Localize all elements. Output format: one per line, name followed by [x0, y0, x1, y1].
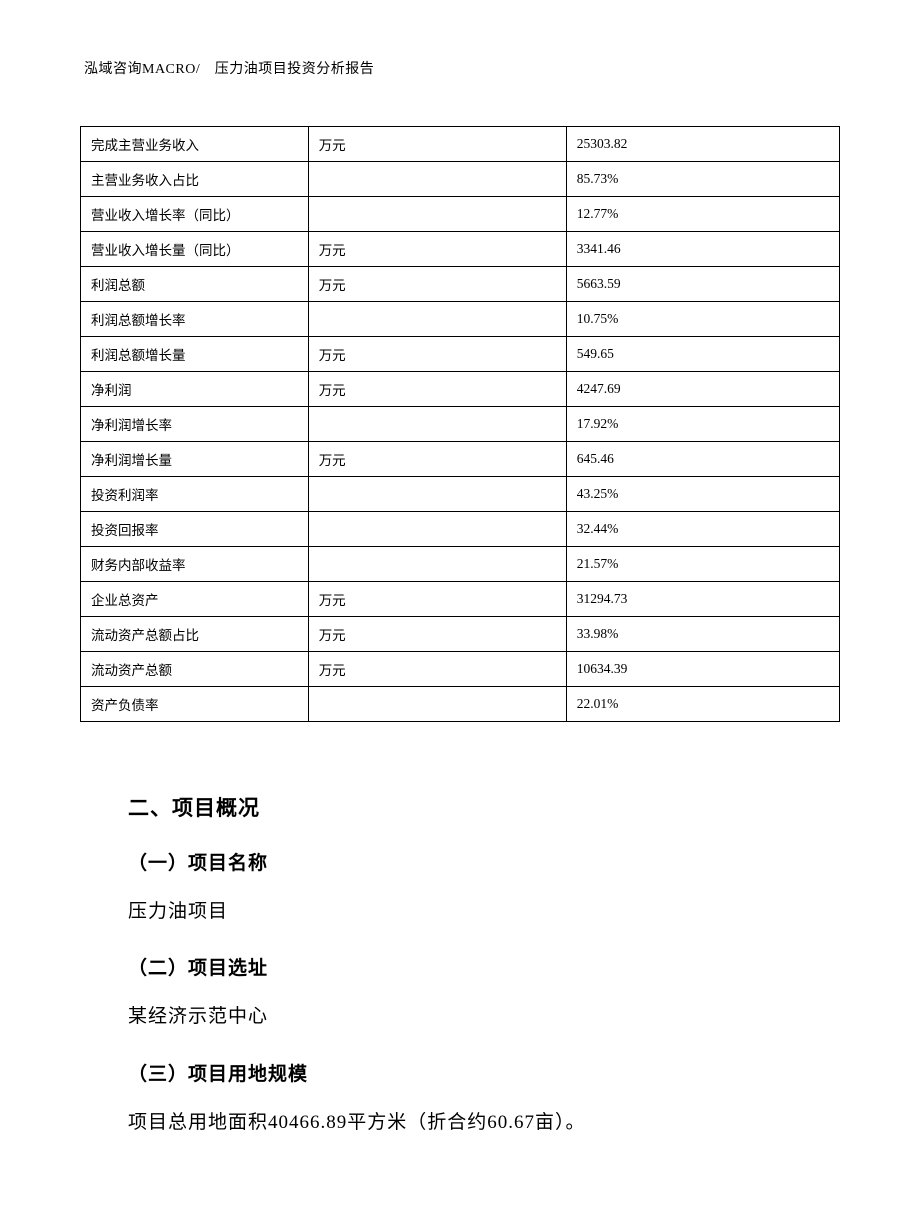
cell-label: 利润总额: [81, 267, 309, 302]
cell-unit: 万元: [308, 337, 566, 372]
cell-unit: 万元: [308, 232, 566, 267]
cell-label: 投资利润率: [81, 477, 309, 512]
cell-label: 利润总额增长率: [81, 302, 309, 337]
table-row: 主营业务收入占比 85.73%: [81, 162, 840, 197]
cell-label: 利润总额增长量: [81, 337, 309, 372]
cell-value: 43.25%: [566, 477, 839, 512]
sub-heading-1: （一）项目名称: [128, 848, 840, 875]
table-row: 净利润增长量万元645.46: [81, 442, 840, 477]
cell-unit: [308, 687, 566, 722]
cell-value: 33.98%: [566, 617, 839, 652]
cell-value: 10.75%: [566, 302, 839, 337]
cell-unit: 万元: [308, 442, 566, 477]
table-row: 流动资产总额万元10634.39: [81, 652, 840, 687]
page-header: 泓域咨询MACRO/ 压力油项目投资分析报告: [84, 58, 840, 78]
table-row: 完成主营业务收入万元25303.82: [81, 127, 840, 162]
table-row: 利润总额增长量万元549.65: [81, 337, 840, 372]
cell-value: 5663.59: [566, 267, 839, 302]
cell-unit: 万元: [308, 267, 566, 302]
table-row: 净利润增长率 17.92%: [81, 407, 840, 442]
cell-unit: [308, 302, 566, 337]
cell-label: 企业总资产: [81, 582, 309, 617]
cell-value: 10634.39: [566, 652, 839, 687]
cell-label: 净利润: [81, 372, 309, 407]
cell-unit: 万元: [308, 652, 566, 687]
body-text-2: 某经济示范中心: [128, 1002, 840, 1032]
cell-unit: [308, 162, 566, 197]
cell-unit: [308, 512, 566, 547]
cell-label: 主营业务收入占比: [81, 162, 309, 197]
cell-value: 32.44%: [566, 512, 839, 547]
cell-unit: 万元: [308, 617, 566, 652]
cell-label: 流动资产总额: [81, 652, 309, 687]
cell-unit: [308, 197, 566, 232]
cell-label: 资产负债率: [81, 687, 309, 722]
table-body: 完成主营业务收入万元25303.82 主营业务收入占比85.73% 营业收入增长…: [81, 127, 840, 722]
cell-label: 完成主营业务收入: [81, 127, 309, 162]
document-page: 泓域咨询MACRO/ 压力油项目投资分析报告 完成主营业务收入万元25303.8…: [0, 0, 920, 1224]
cell-value: 3341.46: [566, 232, 839, 267]
cell-label: 净利润增长率: [81, 407, 309, 442]
body-text-1: 压力油项目: [128, 897, 840, 927]
table-row: 财务内部收益率 21.57%: [81, 547, 840, 582]
cell-unit: 万元: [308, 372, 566, 407]
sub-heading-2: （二）项目选址: [128, 953, 840, 980]
cell-unit: [308, 547, 566, 582]
cell-value: 17.92%: [566, 407, 839, 442]
cell-value: 25303.82: [566, 127, 839, 162]
cell-value: 85.73%: [566, 162, 839, 197]
table-row: 企业总资产万元31294.73: [81, 582, 840, 617]
table-row: 利润总额增长率 10.75%: [81, 302, 840, 337]
cell-label: 投资回报率: [81, 512, 309, 547]
table-row: 营业收入增长率（同比） 12.77%: [81, 197, 840, 232]
table-row: 投资利润率 43.25%: [81, 477, 840, 512]
table-row: 流动资产总额占比万元33.98%: [81, 617, 840, 652]
table-row: 利润总额万元5663.59: [81, 267, 840, 302]
section-heading-2: 二、项目概况: [128, 792, 840, 822]
body-text-3: 项目总用地面积40466.89平方米（折合约60.67亩）。: [128, 1108, 840, 1138]
cell-value: 645.46: [566, 442, 839, 477]
cell-unit: [308, 407, 566, 442]
cell-unit: [308, 477, 566, 512]
cell-unit: 万元: [308, 582, 566, 617]
cell-value: 549.65: [566, 337, 839, 372]
table-row: 营业收入增长量（同比）万元3341.46: [81, 232, 840, 267]
cell-value: 4247.69: [566, 372, 839, 407]
cell-value: 22.01%: [566, 687, 839, 722]
cell-label: 营业收入增长率（同比）: [81, 197, 309, 232]
cell-label: 流动资产总额占比: [81, 617, 309, 652]
cell-label: 净利润增长量: [81, 442, 309, 477]
cell-value: 31294.73: [566, 582, 839, 617]
sub-heading-3: （三）项目用地规模: [128, 1059, 840, 1086]
cell-label: 财务内部收益率: [81, 547, 309, 582]
table-row: 净利润万元4247.69: [81, 372, 840, 407]
financial-indicators-table: 完成主营业务收入万元25303.82 主营业务收入占比85.73% 营业收入增长…: [80, 126, 840, 722]
table-row: 资产负债率 22.01%: [81, 687, 840, 722]
cell-unit: 万元: [308, 127, 566, 162]
cell-value: 12.77%: [566, 197, 839, 232]
cell-value: 21.57%: [566, 547, 839, 582]
table-row: 投资回报率 32.44%: [81, 512, 840, 547]
cell-label: 营业收入增长量（同比）: [81, 232, 309, 267]
